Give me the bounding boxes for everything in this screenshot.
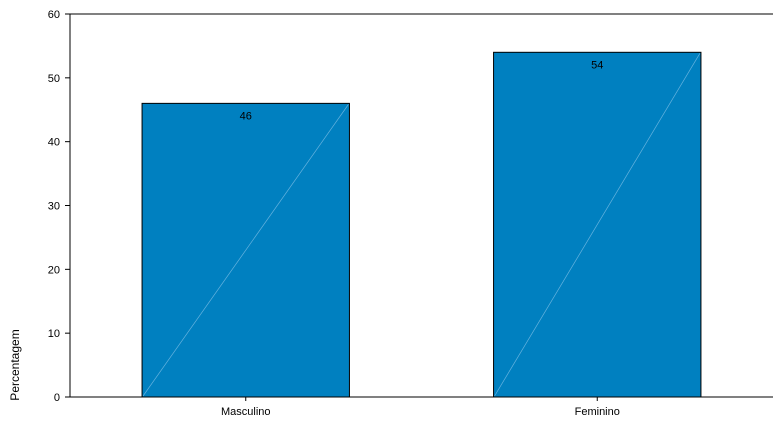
- y-tick-label: 60: [48, 9, 60, 21]
- y-ticks-group: 0 10 20 30 40 50 60: [48, 9, 70, 404]
- y-tick-label: 10: [48, 328, 60, 340]
- x-category-label: Feminino: [575, 406, 620, 418]
- bar-diagonal-line: [494, 53, 701, 397]
- data-label: 46: [240, 110, 252, 122]
- y-tick-label: 20: [48, 264, 60, 276]
- y-tick-label: 50: [48, 73, 60, 85]
- y-axis-title: Percentagem: [8, 329, 22, 400]
- data-label: 54: [591, 59, 603, 71]
- x-labels-group: Masculino Feminino: [221, 397, 620, 418]
- y-tick-label: 40: [48, 137, 60, 149]
- y-tick-label: 0: [54, 392, 60, 404]
- bar-diagonal-line: [142, 104, 349, 397]
- y-tick-label: 30: [48, 201, 60, 213]
- x-category-label: Masculino: [221, 406, 271, 418]
- data-labels-group: 46 54: [240, 59, 604, 122]
